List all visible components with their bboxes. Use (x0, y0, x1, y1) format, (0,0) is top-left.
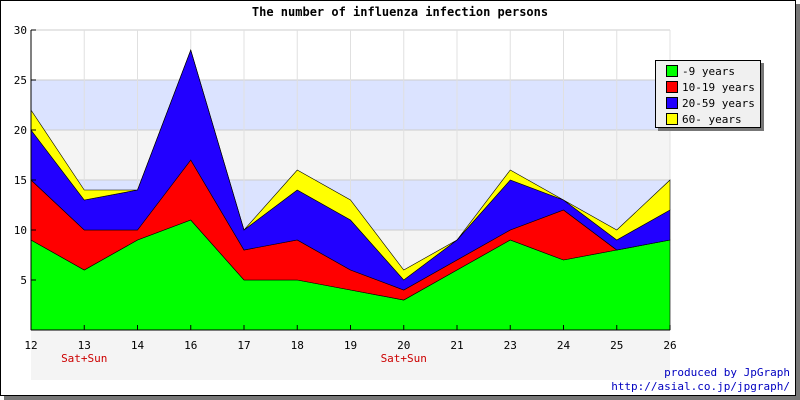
x-tick-label: 12 (24, 339, 37, 352)
legend-swatch (666, 97, 678, 109)
y-tick-label: 25 (14, 74, 27, 87)
x-tick-label: 18 (291, 339, 304, 352)
legend-swatch (666, 65, 678, 77)
credit-url[interactable]: http://asial.co.jp/jpgraph/ (611, 380, 790, 393)
y-tick-label: 30 (14, 24, 27, 37)
credit-line: produced by JpGraph (664, 366, 790, 379)
y-tick-label: 10 (14, 224, 27, 237)
legend-label: 10-19 years (682, 81, 755, 94)
x-tick-label: 26 (663, 339, 676, 352)
x-tick-label: 25 (610, 339, 623, 352)
x-tick-label: 19 (344, 339, 357, 352)
legend: -9 years 10-19 years 20-59 years 60- yea… (655, 60, 761, 128)
y-tick-label: 15 (14, 174, 27, 187)
x-tick-label: 23 (504, 339, 517, 352)
y-tick-label: 20 (14, 124, 27, 137)
x-tick-label: 17 (237, 339, 250, 352)
x-tick-label: 13 (78, 339, 91, 352)
legend-label: 60- years (682, 113, 742, 126)
legend-item-0: -9 years (666, 65, 735, 79)
legend-label: -9 years (682, 65, 735, 78)
y-tick-label: 5 (20, 274, 27, 287)
x-sublabel: Sat+Sun (381, 352, 427, 365)
x-tick-label: 21 (450, 339, 463, 352)
x-tick-label: 14 (131, 339, 145, 352)
legend-swatch (666, 113, 678, 125)
x-tick-label: 24 (557, 339, 571, 352)
area-series-3 (30, 49, 671, 281)
x-tick-label: 16 (184, 339, 197, 352)
legend-item-3: 60- years (666, 113, 742, 127)
legend-item-1: 10-19 years (666, 81, 755, 95)
legend-swatch (666, 81, 678, 93)
legend-label: 20-59 years (682, 97, 755, 110)
x-sublabel: Sat+Sun (61, 352, 107, 365)
x-tick-label: 20 (397, 339, 410, 352)
grid-band (31, 330, 670, 380)
chart-title: The number of influenza infection person… (252, 5, 548, 19)
legend-item-2: 20-59 years (666, 97, 755, 111)
